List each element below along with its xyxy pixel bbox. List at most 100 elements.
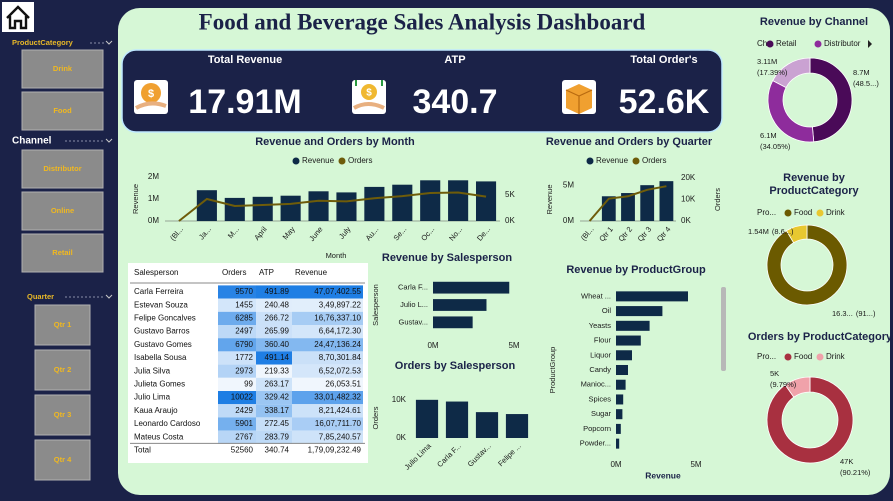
- y-tick-label: Popcorn: [583, 424, 611, 433]
- table-cell: Estevan Souza: [134, 300, 188, 309]
- legend-label: Revenue: [302, 156, 335, 165]
- slicer-button[interactable]: [21, 233, 104, 273]
- table-cell-shade: [292, 417, 363, 431]
- slicer-item: Online: [51, 206, 74, 215]
- table-cell-shade: [256, 285, 292, 299]
- scrollbar[interactable]: [721, 287, 726, 371]
- slicer-button[interactable]: [21, 191, 104, 231]
- legend-swatch: [784, 353, 792, 361]
- legend-swatch: [816, 353, 824, 361]
- data-label-percent: (90.21%): [840, 468, 871, 477]
- table-cell: 8,21,424.61: [319, 406, 362, 415]
- table-cell: 33,01,482.32: [314, 393, 361, 402]
- slicer-item: Qtr 4: [54, 455, 72, 464]
- table-cell-shade: [218, 404, 256, 418]
- chart-title: Revenue by Salesperson: [382, 252, 513, 264]
- slicer-item: Food: [53, 106, 72, 115]
- y-tick-label: Liquor: [590, 350, 611, 359]
- slicer-button[interactable]: [34, 394, 91, 436]
- bar: [659, 181, 674, 221]
- table-cell-shade: [256, 325, 292, 339]
- bar: [616, 306, 663, 317]
- legend-swatch: [338, 157, 346, 165]
- donut-slice: [772, 57, 811, 89]
- bar: [616, 394, 624, 405]
- table-cell: 360.40: [265, 340, 290, 349]
- y2-tick-label: 20K: [681, 173, 696, 182]
- legend-label: Food: [794, 352, 812, 361]
- slicer-title: ProductCategory: [12, 38, 74, 47]
- table-cell: 266.72: [265, 314, 290, 323]
- data-label-percent: (17.39%): [757, 68, 788, 77]
- table-cell-shade: [218, 338, 256, 352]
- table-cell-shade: [256, 338, 292, 352]
- bar: [616, 350, 632, 361]
- slicer-button[interactable]: [21, 91, 104, 131]
- table-cell: Isabella Sousa: [134, 353, 187, 362]
- table-cell: 3,49,897.22: [319, 300, 362, 309]
- bar: [475, 181, 497, 221]
- bar: [224, 197, 245, 221]
- table-cell: 47,07,402.55: [314, 287, 361, 296]
- legend-swatch: [586, 157, 594, 165]
- y-tick-label: 0K: [396, 433, 406, 442]
- x-tick-label: 5M: [508, 341, 519, 350]
- bar: [433, 299, 487, 311]
- table-cell-shade: [292, 364, 363, 378]
- table-header: ATP: [259, 268, 274, 277]
- bar: [415, 399, 439, 438]
- table-cell-shade: [256, 417, 292, 431]
- y-tick-label: Flour: [594, 336, 612, 345]
- table-cell: 7,85,240.57: [319, 432, 362, 441]
- data-label: 1.54M: [748, 227, 769, 236]
- bar: [336, 192, 357, 221]
- table-cell: Gustavo Gomes: [134, 340, 192, 349]
- table-cell-shade: [292, 285, 363, 299]
- slicer-button[interactable]: [21, 149, 104, 189]
- axis-title: Salesperson: [371, 284, 380, 326]
- table-cell: 2429: [235, 406, 253, 415]
- data-label-percent: (48.5...): [853, 79, 879, 88]
- legend-label: Orders: [642, 156, 666, 165]
- slicer-button[interactable]: [34, 304, 91, 346]
- table-cell: 6,52,072.53: [319, 366, 362, 375]
- table-cell: Mateus Costa: [134, 432, 184, 441]
- table-cell: 2497: [235, 327, 253, 336]
- axis-title: Orders: [371, 406, 380, 429]
- table-cell-shade: [292, 311, 363, 325]
- table-cell: 16,76,337.10: [314, 314, 361, 323]
- slicer-button[interactable]: [34, 439, 91, 481]
- table-cell: 283.79: [265, 432, 290, 441]
- legend-arrow[interactable]: [868, 40, 872, 48]
- legend-label: Drink: [826, 352, 846, 361]
- slicer-title: Quarter: [27, 292, 54, 301]
- table-cell: 16,07,711.70: [315, 419, 362, 428]
- y2-tick-label: 10K: [681, 195, 696, 204]
- dashboard-title: Food and Beverage Sales Analysis Dashboa…: [199, 9, 646, 34]
- bar: [640, 185, 655, 221]
- table-cell: Gustavo Barros: [134, 327, 190, 336]
- legend-label: Revenue: [596, 156, 629, 165]
- y-tick-label: 0M: [148, 216, 159, 225]
- chart-title: Revenue and Orders by Quarter: [546, 136, 713, 148]
- axis-title: Month: [326, 251, 347, 260]
- data-label: 47K: [840, 457, 853, 466]
- table-cell-shade: [256, 430, 292, 444]
- y-tick-label: 0M: [563, 216, 574, 225]
- table-cell: 6,64,172.30: [319, 327, 362, 336]
- table-header: Salesperson: [134, 268, 178, 277]
- slicer-button[interactable]: [34, 349, 91, 391]
- slicer-button[interactable]: [21, 49, 104, 89]
- line: [588, 185, 667, 222]
- slicer-title: Channel: [12, 136, 52, 147]
- table-cell-shade: [218, 377, 256, 391]
- axis-title: Orders: [713, 188, 722, 211]
- bar: [621, 193, 635, 221]
- y-tick-label: 1M: [148, 194, 159, 203]
- slicer-item: Qtr 1: [54, 320, 72, 329]
- table-cell: 6285: [235, 314, 253, 323]
- table-cell: 2767: [235, 432, 253, 441]
- axis-title: Revenue: [545, 184, 554, 214]
- bar: [475, 412, 499, 438]
